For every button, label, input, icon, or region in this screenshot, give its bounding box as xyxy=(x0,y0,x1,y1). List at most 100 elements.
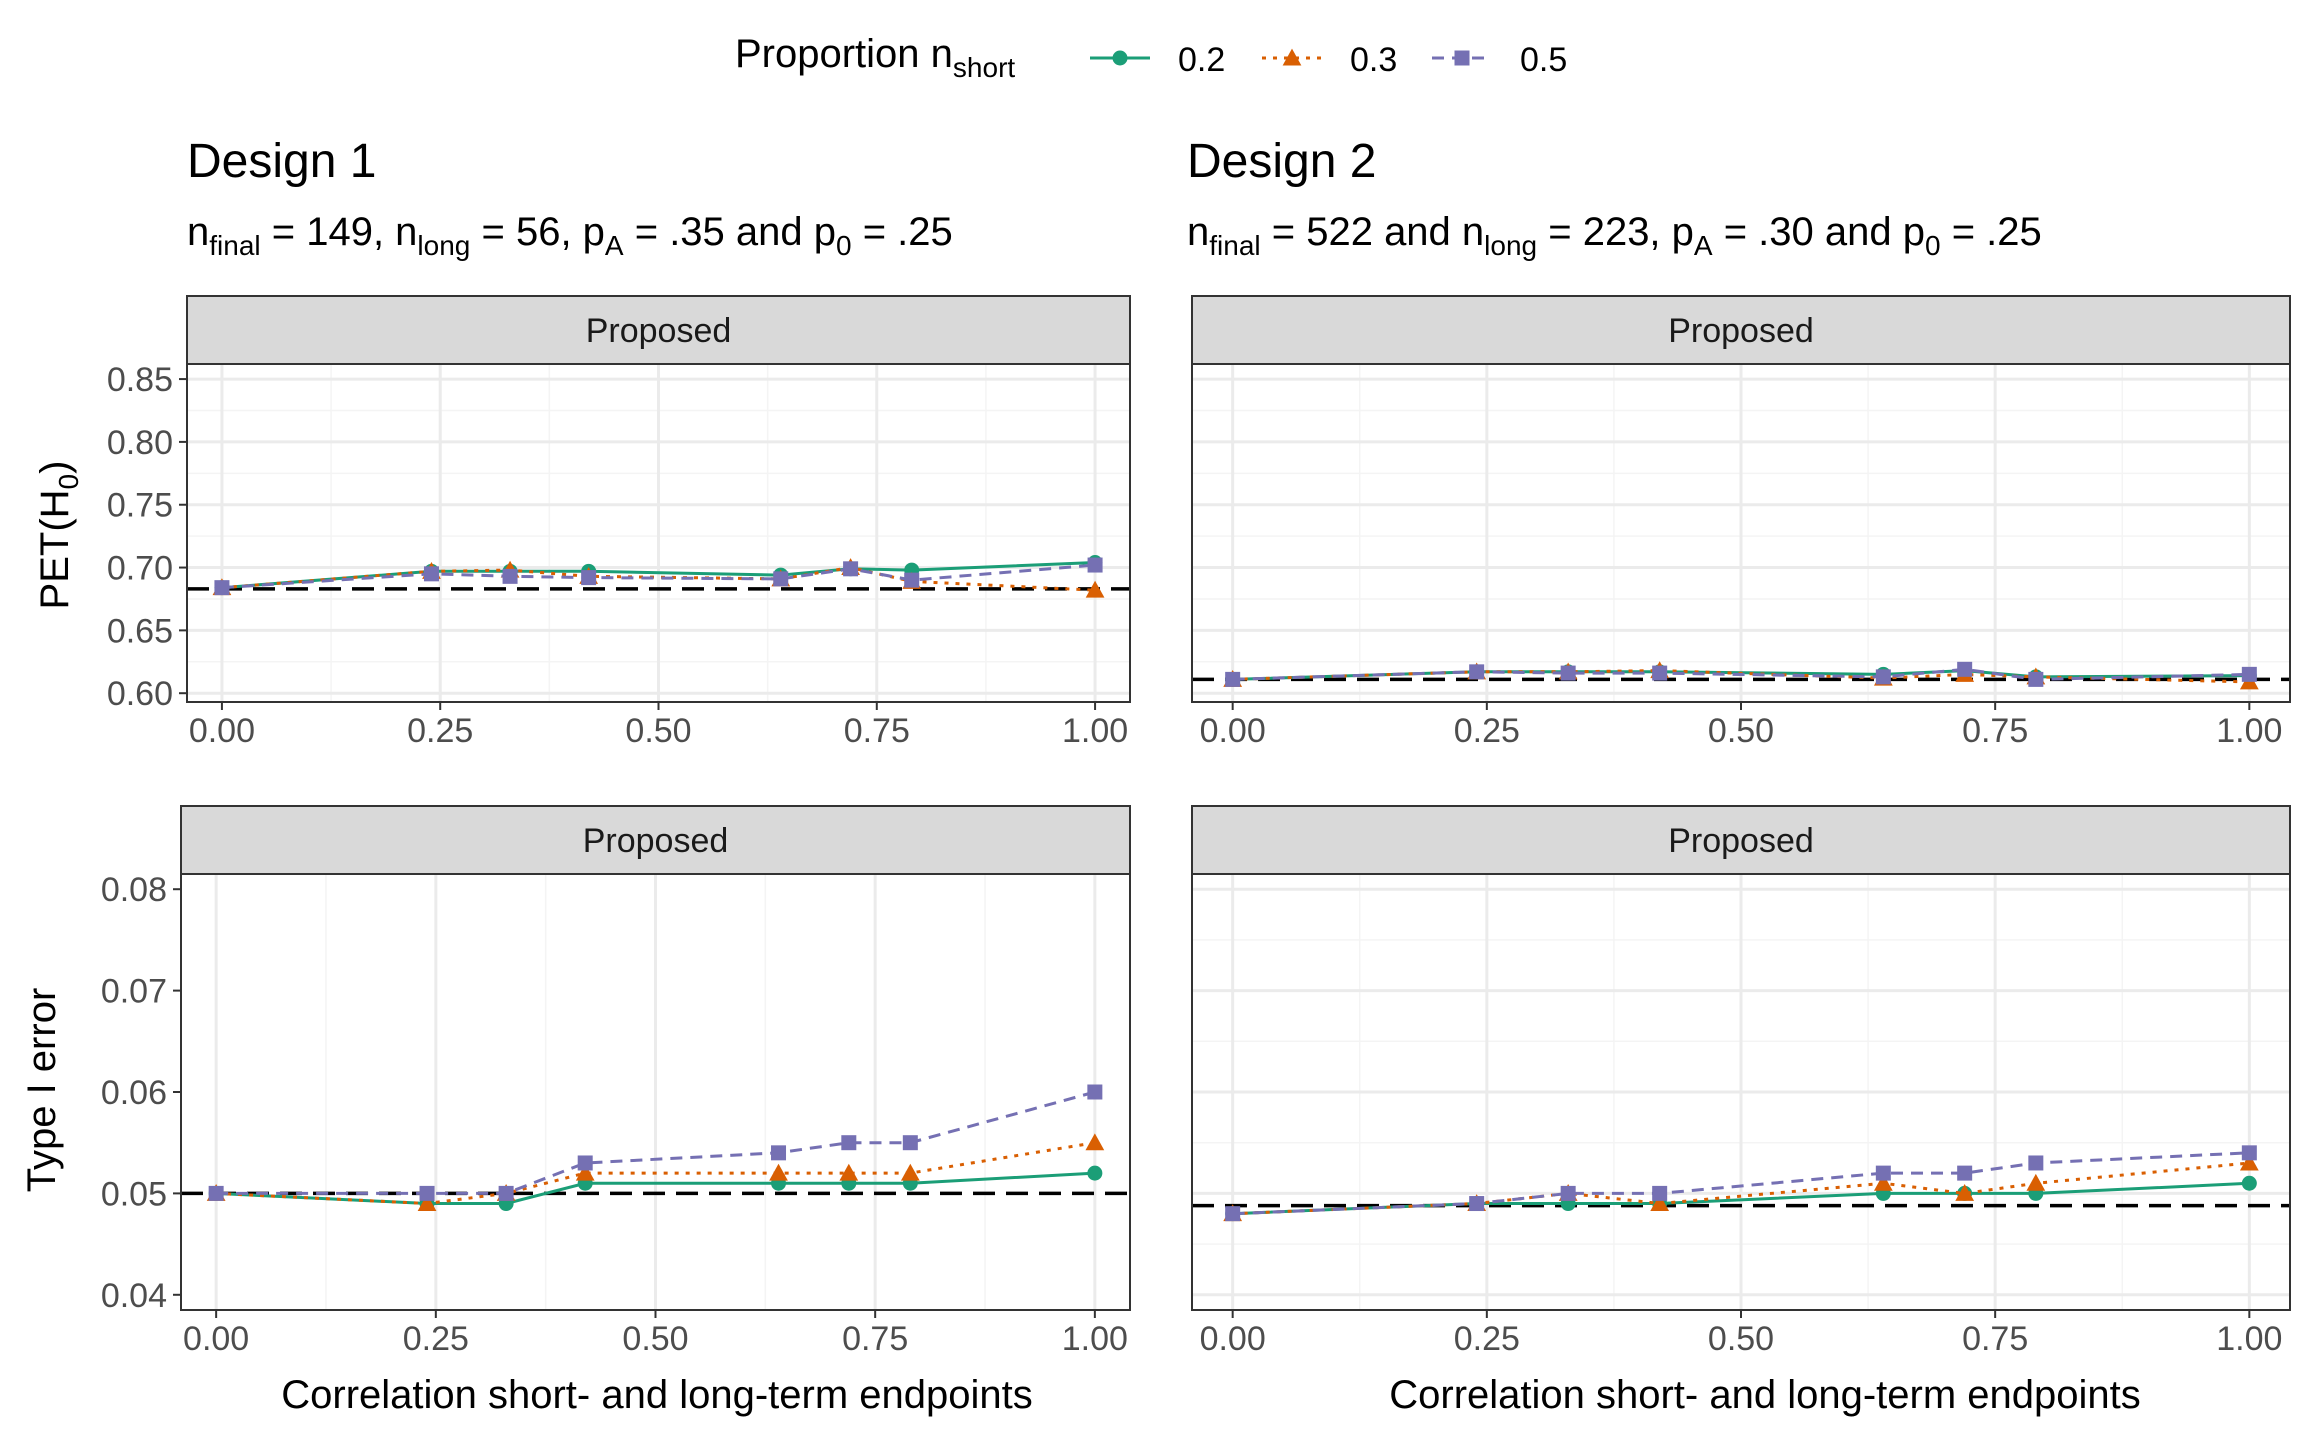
data-point xyxy=(577,1155,593,1171)
series-line xyxy=(1232,1161,2250,1216)
design-1-subtitle: nfinal = 149, nlong = 56, pA = .35 and p… xyxy=(187,210,953,261)
y-tick-label: 0.08 xyxy=(101,871,167,909)
data-point xyxy=(902,1135,918,1151)
y-tick-label: 0.65 xyxy=(107,612,173,650)
y-tick-label: 0.70 xyxy=(107,550,173,588)
series-0.5 xyxy=(1225,1145,2257,1222)
legend-title: Proportion nshort xyxy=(735,32,1015,83)
y-tick-label: 0.60 xyxy=(107,675,173,713)
x-tick-label: 0.00 xyxy=(1200,712,1266,750)
x-tick-label: 0.75 xyxy=(1962,712,2028,750)
facet-strip xyxy=(180,805,1131,875)
series-line xyxy=(1232,1151,2250,1216)
x-axis-title-left: Correlation short- and long-term endpoin… xyxy=(281,1373,1033,1417)
series-line xyxy=(1232,1181,2250,1216)
y-tick-label: 0.75 xyxy=(107,487,173,525)
design-2-title: Design 2 xyxy=(1187,135,1376,188)
data-point xyxy=(1085,1133,1105,1151)
x-tick-label: 1.00 xyxy=(1062,1320,1128,1358)
data-point xyxy=(1560,665,1576,681)
data-point xyxy=(575,1163,595,1181)
y-tick-label: 0.07 xyxy=(101,973,167,1011)
data-point xyxy=(1957,661,1973,677)
x-axis-ticks: 0.00 0.25 0.50 0.75 1.00 xyxy=(183,1310,1128,1358)
data-point xyxy=(1469,1196,1485,1212)
legend: Proportion nshort 0.2 0.3 0.5 xyxy=(735,32,1567,83)
legend-item-0.5: 0.5 xyxy=(1432,41,1567,79)
data-point xyxy=(841,1135,857,1151)
data-point xyxy=(1225,671,1241,687)
x-tick-label: 1.00 xyxy=(1062,712,1128,750)
series-0.5 xyxy=(214,557,1103,596)
data-point xyxy=(1087,557,1103,573)
y-tick-label: 0.80 xyxy=(107,424,173,462)
y-axis-title-type1: Type I error xyxy=(20,988,64,1193)
data-point xyxy=(1469,664,1485,680)
y-axis-title-pet: PET(H0) xyxy=(33,461,84,610)
gridlines xyxy=(1192,364,2290,702)
data-point xyxy=(214,580,230,596)
data-point xyxy=(1875,1165,1891,1181)
x-tick-label: 0.75 xyxy=(1962,1320,2028,1358)
gridlines xyxy=(1192,874,2290,1310)
data-point xyxy=(1875,669,1891,685)
x-axis-ticks: 0.00 0.25 0.50 0.75 1.00 xyxy=(189,702,1128,750)
x-tick-label: 1.00 xyxy=(2216,712,2282,750)
data-point xyxy=(1087,1084,1103,1100)
gridlines xyxy=(214,874,1097,1310)
x-tick-label: 0.75 xyxy=(844,712,910,750)
x-tick-label: 0.00 xyxy=(1200,1320,1266,1358)
facet-strip xyxy=(1191,805,2291,875)
data-point xyxy=(769,1163,788,1181)
series-line xyxy=(216,1090,1096,1195)
data-point xyxy=(2241,666,2257,682)
y-axis-ticks: 0.04 0.05 0.06 0.07 0.08 xyxy=(101,871,181,1315)
x-tick-label: 1.00 xyxy=(2216,1320,2282,1358)
legend-label: 0.2 xyxy=(1178,41,1225,79)
data-point xyxy=(2241,1175,2257,1191)
y-tick-label: 0.04 xyxy=(101,1277,167,1315)
y-tick-label: 0.85 xyxy=(107,361,173,399)
x-tick-label: 0.25 xyxy=(407,712,473,750)
data-point xyxy=(1650,1194,1670,1212)
design-2-subtitle: nfinal = 522 and nlong = 223, pA = .30 a… xyxy=(1187,210,2042,261)
data-point xyxy=(1957,1165,1973,1181)
data-point xyxy=(581,570,597,586)
series-line xyxy=(1232,669,2250,681)
data-point xyxy=(502,568,518,584)
x-tick-label: 0.50 xyxy=(1708,712,1774,750)
gridlines xyxy=(187,364,1130,702)
facet-strip xyxy=(186,295,1131,365)
data-point xyxy=(2028,1155,2044,1171)
data-point xyxy=(839,1163,859,1181)
facet-strip-label: Proposed xyxy=(1668,822,1814,860)
data-point xyxy=(208,1185,224,1201)
data-point xyxy=(419,1185,435,1201)
design-1-title: Design 1 xyxy=(187,135,376,188)
legend-label: 0.5 xyxy=(1520,41,1567,79)
data-point xyxy=(2239,1153,2259,1171)
data-point xyxy=(417,1194,437,1212)
x-tick-label: 0.00 xyxy=(183,1320,249,1358)
data-point xyxy=(1085,580,1105,598)
x-axis-ticks: 0.00 0.25 0.50 0.75 1.00 xyxy=(1200,702,2282,750)
data-point xyxy=(2241,1145,2257,1161)
panel-1: Proposed 0.00 0.25 0.50 0.75 1.00 0.60 0.65 0.70… xyxy=(107,295,1131,750)
data-point xyxy=(771,1145,787,1161)
data-point xyxy=(1087,1165,1103,1181)
x-axis-ticks: 0.00 0.25 0.50 0.75 1.00 xyxy=(1200,1310,2282,1358)
y-tick-label: 0.06 xyxy=(101,1074,167,1112)
x-tick-label: 0.00 xyxy=(189,712,255,750)
legend-item-0.3: 0.3 xyxy=(1262,41,1397,79)
x-tick-label: 0.50 xyxy=(625,712,691,750)
legend-key-marker xyxy=(1454,50,1470,66)
data-point xyxy=(1225,1206,1241,1222)
x-axis-title-right: Correlation short- and long-term endpoin… xyxy=(1389,1373,2141,1417)
data-point xyxy=(1652,665,1668,681)
panel-4: Proposed 0.00 0.25 0.50 0.75 1.00 xyxy=(1191,805,2291,1358)
data-point xyxy=(2026,1173,2046,1191)
series-line xyxy=(216,1171,1095,1205)
x-tick-label: 0.50 xyxy=(1708,1320,1774,1358)
legend-key-marker xyxy=(1112,50,1128,66)
